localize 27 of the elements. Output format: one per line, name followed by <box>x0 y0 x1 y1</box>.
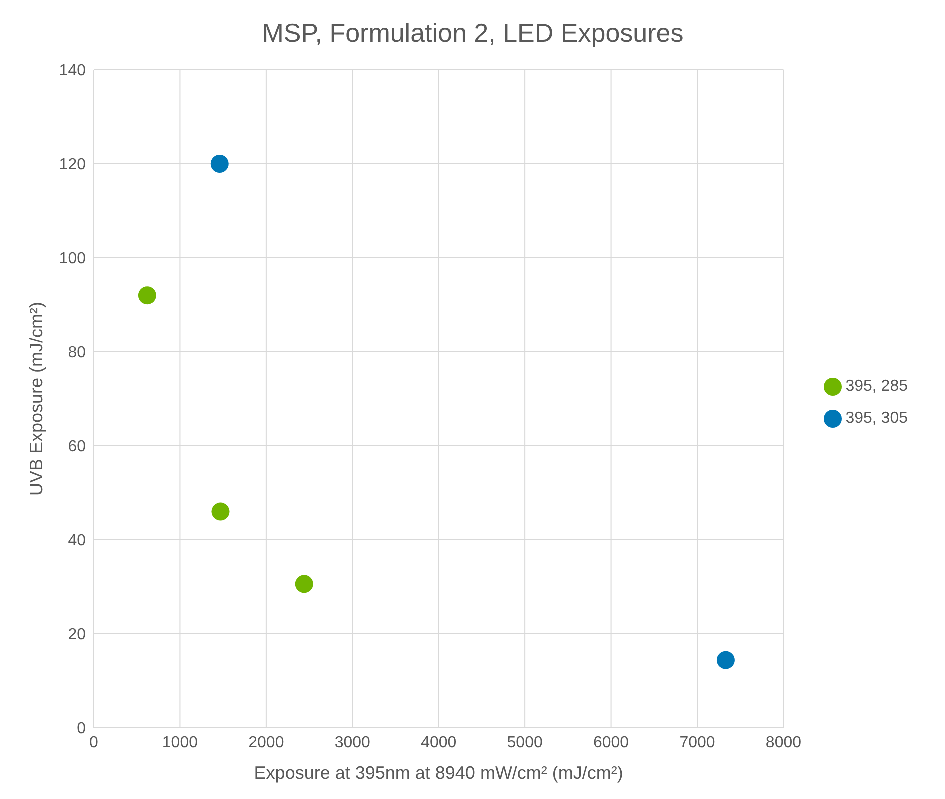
point <box>138 286 156 305</box>
y-tick-label: 140 <box>59 62 86 80</box>
x-tick-label: 8000 <box>766 734 802 752</box>
point <box>212 502 230 521</box>
point <box>295 575 314 594</box>
point <box>210 155 229 173</box>
x-tick-label: 3000 <box>334 734 371 752</box>
x-tick-label: 7000 <box>680 734 716 752</box>
x-tick-label: 4000 <box>421 734 457 752</box>
y-tick-label: 0 <box>77 720 86 738</box>
chart-title: MSP, Formulation 2, LED Exposures <box>261 18 685 49</box>
y-tick-label: 100 <box>59 250 86 268</box>
x-tick-label: 2000 <box>248 734 284 752</box>
x-tick-label: 6000 <box>593 734 630 752</box>
y-axis-title: UVB Exposure (mJ/cm²) <box>26 302 46 496</box>
legend-label: 395, 285 <box>846 378 908 395</box>
legend-label: 395, 305 <box>846 410 908 427</box>
y-tick-label: 20 <box>68 626 86 644</box>
point <box>716 651 735 670</box>
x-tick-label: 0 <box>90 734 99 752</box>
x-tick-label: 1000 <box>162 734 198 752</box>
y-tick-label: 80 <box>68 344 86 362</box>
y-tick-label: 120 <box>59 156 86 174</box>
y-tick-label: 40 <box>68 532 86 550</box>
y-tick-label: 60 <box>68 438 86 456</box>
x-tick-label: 5000 <box>507 734 543 752</box>
x-axis-title: Exposure at 395nm at 8940 mW/cm² (mJ/cm²) <box>254 762 624 783</box>
